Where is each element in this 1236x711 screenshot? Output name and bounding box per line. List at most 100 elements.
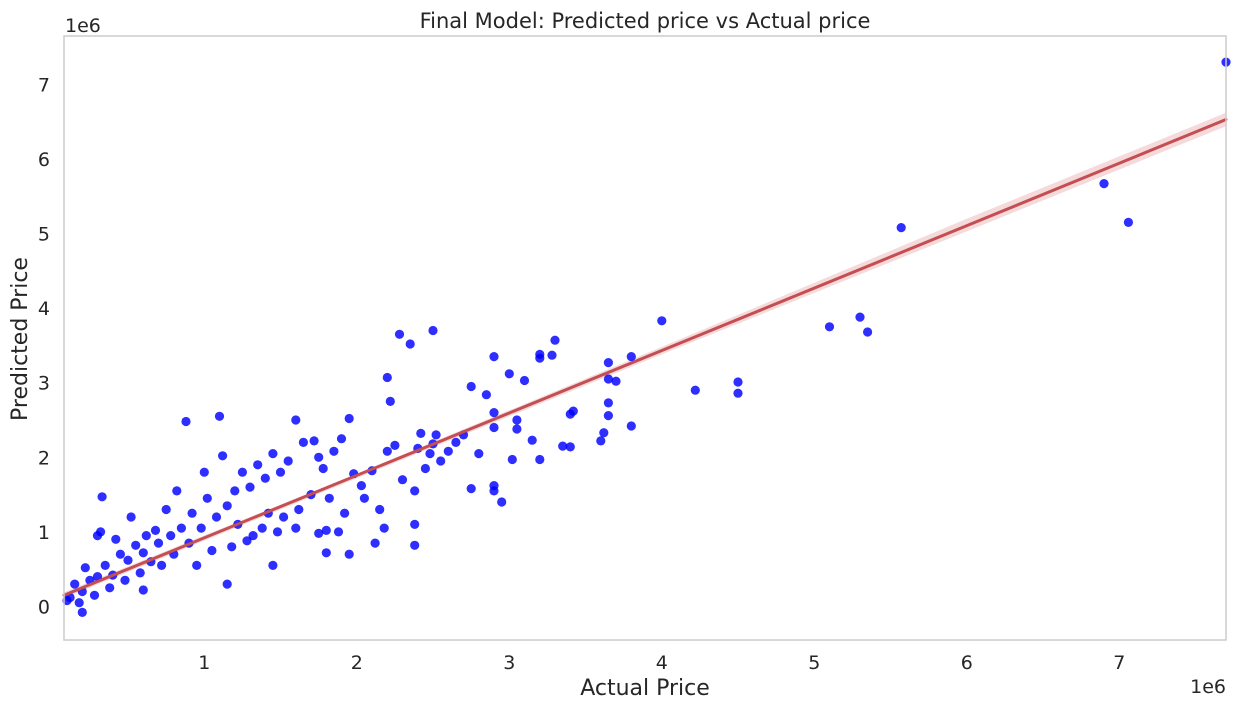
data-point: [329, 446, 339, 456]
data-point: [535, 353, 545, 363]
y-tick-label: 5: [38, 224, 50, 246]
data-point: [115, 549, 125, 559]
x-tick-label: 7: [1113, 652, 1125, 674]
data-point: [222, 501, 232, 511]
data-point: [489, 422, 499, 433]
data-point: [497, 497, 507, 507]
data-point: [489, 408, 499, 418]
data-point: [359, 493, 369, 503]
data-point: [294, 504, 304, 515]
data-point: [431, 430, 441, 440]
data-point: [80, 563, 90, 573]
data-point: [199, 467, 209, 477]
data-point: [356, 481, 366, 491]
y-tick-label: 3: [38, 373, 50, 395]
data-point: [410, 519, 420, 530]
data-point: [100, 560, 110, 571]
data-point: [512, 424, 522, 434]
data-point: [344, 413, 354, 424]
data-point: [547, 350, 557, 360]
plot-frame: [63, 35, 1227, 641]
data-point: [138, 548, 148, 558]
data-point: [268, 560, 278, 571]
data-point: [202, 493, 212, 503]
y-tick-label: 0: [38, 596, 50, 618]
data-point: [214, 411, 225, 421]
chart-title: Final Model: Predicted price vs Actual p…: [420, 9, 871, 33]
data-point: [394, 329, 405, 339]
data-point: [558, 441, 568, 451]
data-point: [314, 528, 324, 539]
points-layer: [62, 57, 1231, 618]
data-point: [105, 583, 115, 593]
plot-spines: [63, 35, 1227, 641]
data-point: [370, 538, 380, 548]
regression-line-layer: [62, 118, 1228, 597]
data-point: [111, 534, 121, 544]
data-point: [489, 486, 499, 496]
data-point: [451, 437, 461, 447]
data-point: [96, 527, 106, 537]
data-point: [611, 376, 621, 386]
data-point: [425, 449, 435, 459]
data-point: [690, 385, 700, 395]
data-point: [157, 560, 167, 571]
data-point: [291, 415, 301, 425]
data-point: [489, 352, 499, 362]
y-tick-label: 6: [38, 149, 50, 171]
data-point: [336, 434, 347, 444]
data-point: [272, 527, 283, 537]
y-axis-title: Predicted Price: [8, 257, 33, 421]
x-axis-offset-label: 1e6: [1190, 676, 1226, 698]
data-point: [187, 508, 197, 518]
y-tick-label: 1: [38, 522, 50, 544]
data-point: [298, 437, 308, 447]
y-tick-label: 2: [38, 447, 50, 469]
data-point: [196, 523, 206, 533]
data-point: [603, 374, 614, 384]
data-point: [344, 549, 354, 559]
data-point: [123, 555, 133, 565]
data-point: [599, 428, 609, 438]
data-point: [161, 504, 171, 515]
data-point: [340, 508, 350, 518]
data-point: [416, 428, 426, 438]
data-point: [248, 531, 258, 541]
data-point: [333, 527, 344, 537]
data-point: [207, 545, 217, 556]
x-tick-label: 3: [503, 652, 515, 674]
data-point: [245, 482, 255, 492]
data-point: [410, 486, 420, 496]
data-point: [192, 560, 202, 571]
data-point: [74, 598, 84, 608]
data-point: [291, 523, 301, 533]
data-point: [855, 312, 865, 322]
data-point: [211, 512, 222, 522]
data-point: [481, 390, 491, 400]
data-point: [309, 436, 319, 446]
data-point: [390, 440, 400, 450]
data-point: [237, 467, 247, 477]
data-point: [166, 531, 176, 541]
data-point: [382, 372, 392, 383]
data-point: [227, 542, 237, 552]
data-point: [176, 523, 186, 533]
data-point: [512, 415, 522, 425]
data-point: [126, 512, 136, 522]
data-point: [603, 398, 614, 408]
data-point: [428, 325, 438, 336]
x-tick-label: 6: [961, 652, 973, 674]
y-tick-label: 7: [38, 75, 50, 97]
y-tick-label: 4: [38, 298, 50, 320]
x-axis-ticks: 1 2 3 4 5 6 7: [198, 652, 1125, 674]
data-point: [466, 484, 476, 494]
data-point: [321, 525, 331, 536]
data-point: [550, 335, 560, 345]
x-tick-label: 1: [198, 652, 210, 674]
data-point: [466, 381, 476, 392]
data-point: [385, 396, 395, 406]
data-point: [527, 435, 537, 445]
data-point: [405, 339, 415, 349]
data-point: [314, 452, 324, 462]
